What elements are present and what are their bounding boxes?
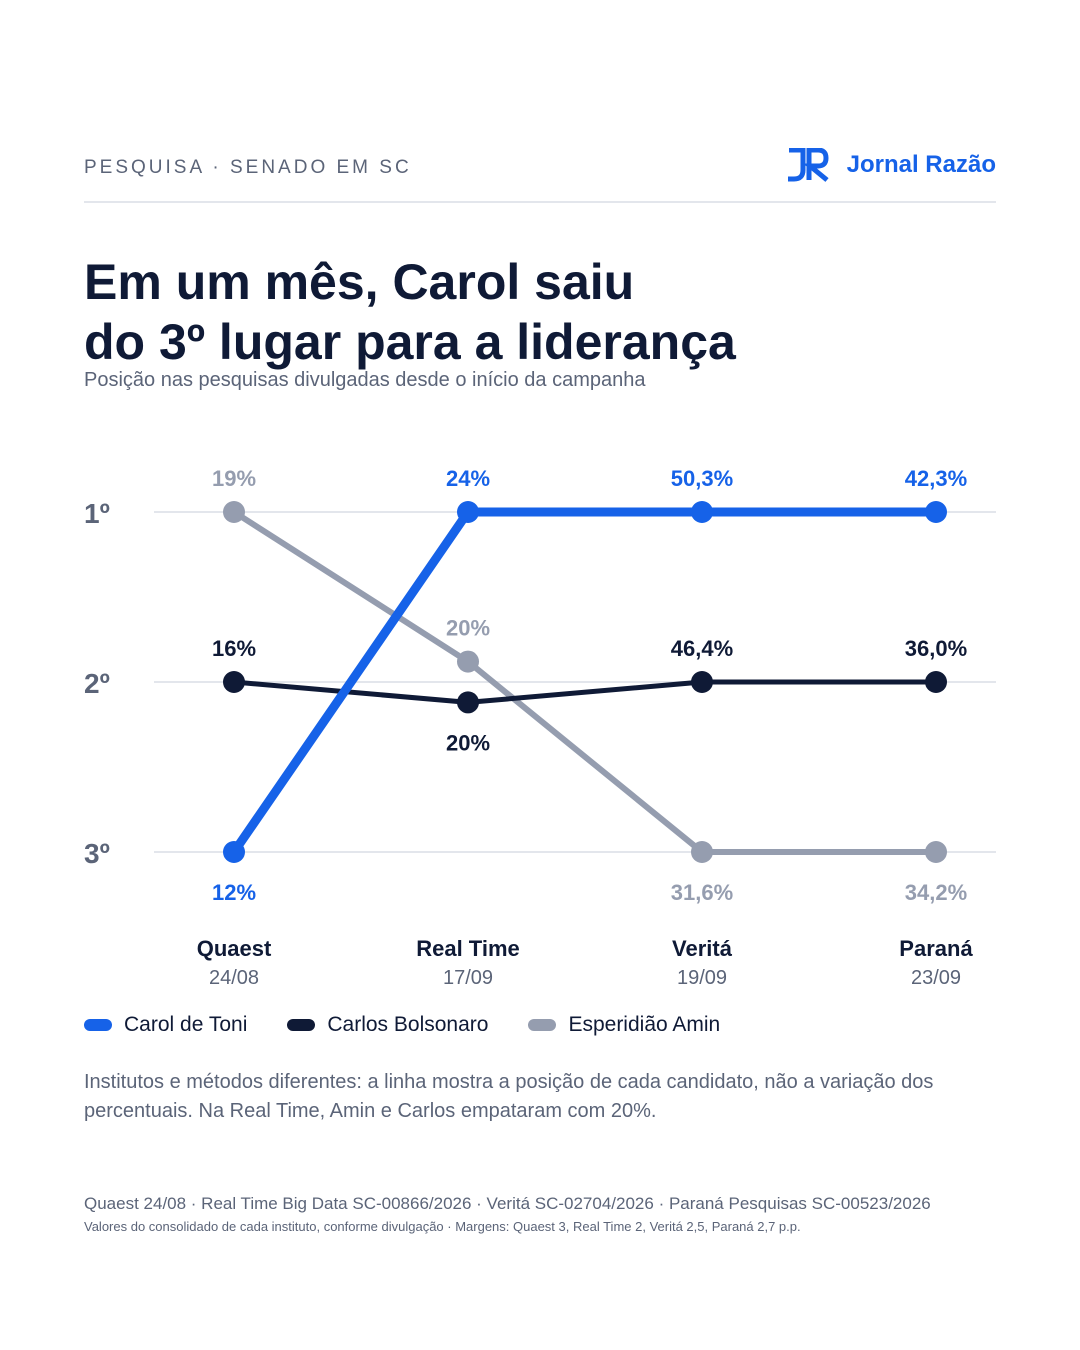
legend-label: Carlos Bolsonaro <box>327 1013 489 1036</box>
data-point <box>223 841 245 863</box>
x-category-label: Quaest <box>197 936 272 961</box>
data-point <box>223 671 245 693</box>
x-category-label: Paraná <box>899 936 973 961</box>
data-label: 24% <box>446 466 490 491</box>
legend: Carol de Toni Carlos Bolsonaro Esperidião … <box>84 1013 720 1037</box>
x-category-date: 19/09 <box>677 967 727 989</box>
rank-chart: 1º 2º 3º Quaest 24/08 Real Time 17/09 Veritá 19/… <box>84 466 996 989</box>
data-point <box>925 671 947 693</box>
legend-label: Esperidião Amin <box>568 1013 721 1036</box>
data-point <box>691 671 713 693</box>
data-label: 50,3% <box>671 466 733 491</box>
data-label: 20% <box>446 616 490 641</box>
data-label: 34,2% <box>905 880 967 905</box>
series-line <box>229 507 941 857</box>
data-point <box>925 501 947 523</box>
data-point <box>925 841 947 863</box>
page-title: Em um mês, Carol saiu do 3º lugar para a… <box>84 252 1004 372</box>
source-subline: Valores do consolidado de cada instituto… <box>84 1219 801 1234</box>
title-line-2: do 3º lugar para a liderança <box>84 314 736 370</box>
data-label: 20% <box>446 730 490 755</box>
data-label: 19% <box>212 466 256 491</box>
data-point <box>691 841 713 863</box>
series-line <box>231 679 939 705</box>
y-tick-label: 3º <box>84 838 110 869</box>
data-point <box>691 501 713 523</box>
data-label: 31,6% <box>671 880 733 905</box>
data-label: 46,4% <box>671 636 733 661</box>
title-line-1: Em um mês, Carol saiu <box>84 254 635 310</box>
y-tick-label: 1º <box>84 498 110 529</box>
data-point <box>223 501 245 523</box>
source-line: Quaest 24/08 · Real Time Big Data SC-008… <box>84 1194 931 1213</box>
data-label: 36,0% <box>905 636 967 661</box>
brand-name: Jornal Razão <box>846 151 996 178</box>
x-category-date: 24/08 <box>209 967 259 989</box>
kicker: PESQUISA · SENADO EM SC <box>84 157 412 178</box>
legend-swatch <box>528 1019 557 1031</box>
x-category-date: 17/09 <box>443 967 493 989</box>
data-label: 16% <box>212 636 256 661</box>
x-category-date: 23/09 <box>911 967 961 989</box>
chart-note: Institutos e métodos diferentes: a linha… <box>84 1071 934 1122</box>
legend-item: Carlos Bolsonaro <box>287 1013 488 1037</box>
legend-swatch <box>84 1019 112 1031</box>
jr-logo-icon <box>785 148 829 182</box>
x-category-label: Veritá <box>672 936 733 961</box>
data-label: 42,3% <box>905 466 967 491</box>
data-point <box>457 650 479 673</box>
page-subtitle: Posição nas pesquisas divulgadas desde o… <box>84 369 646 391</box>
header-divider <box>84 201 996 203</box>
x-category-label: Real Time <box>416 936 520 961</box>
data-point <box>457 501 479 523</box>
series-line <box>231 509 939 855</box>
legend-item: Carol de Toni <box>84 1013 247 1037</box>
brand: Jornal Razão <box>785 148 996 182</box>
y-tick-label: 2º <box>84 668 110 699</box>
data-point <box>457 691 479 714</box>
data-label: 12% <box>212 880 256 905</box>
legend-label: Carol de Toni <box>124 1013 248 1036</box>
legend-swatch <box>287 1019 316 1031</box>
legend-item: Esperidião Amin <box>528 1013 720 1037</box>
